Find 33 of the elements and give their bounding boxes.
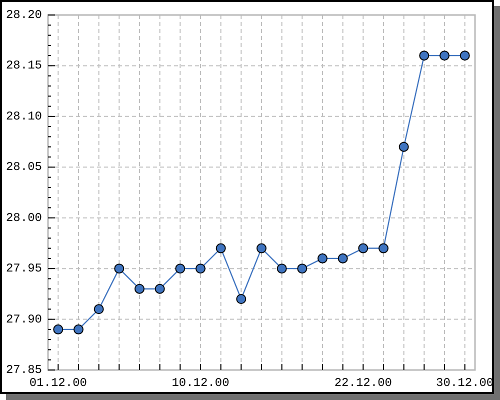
point [276,264,287,274]
y-tick-label: 28.05 [6,160,42,174]
point [440,50,450,61]
y-tick-label: 28.15 [6,58,42,73]
point [318,253,328,264]
point [236,294,246,304]
point [338,253,348,264]
point [154,284,165,294]
point [134,284,144,294]
point [196,264,206,274]
y-tick-label: 27.95 [6,262,42,276]
point [460,50,470,61]
y-tick-label: 28.20 [6,8,42,22]
point [398,142,409,152]
point [175,264,186,274]
point [74,324,84,334]
point [53,324,64,334]
point [216,243,226,254]
x-tick-label: 30.12.00 [436,376,494,390]
x-tick-label: 01.12.00 [29,376,87,390]
y-tick-label: 27.90 [6,312,42,326]
y-tick-label: 28.00 [6,210,42,225]
x-tick-label: 22.12.00 [334,376,392,390]
point [114,264,124,274]
point [297,264,308,274]
point [378,243,388,254]
point [94,304,104,314]
point [419,50,430,61]
point [256,243,266,254]
y-tick-label: 27.85 [6,363,42,377]
x-tick-label: 10.12.00 [172,376,230,390]
point [358,243,368,254]
y-tick-label: 28.10 [6,109,42,124]
